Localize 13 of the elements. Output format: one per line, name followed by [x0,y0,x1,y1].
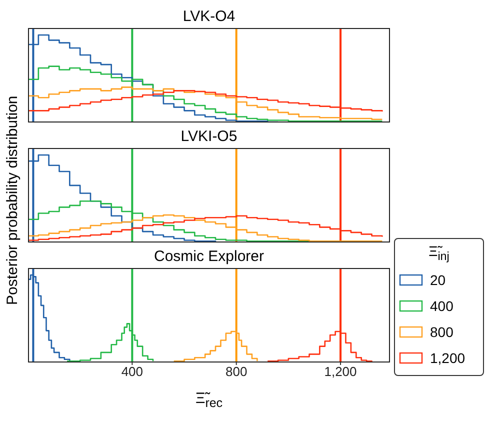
y-axis-title: Posterior probability distribution [4,94,21,307]
legend-title: Ξ̃$_{inj}$ [428,243,450,263]
x-tick-label: 1,200 [324,364,357,380]
legend-label: 400 [430,298,454,314]
legend-label: 1,200 [430,350,466,366]
x-tick-label: 800 [225,364,248,380]
chart-title: LVKI-O5 [180,127,238,147]
x-tick-label: 400 [121,364,144,380]
legend-label: 800 [430,324,454,340]
chart-title: LVK-O4 [182,7,236,27]
x-axis-title: Ξ̃$_{rec}$ [194,390,224,410]
legend-label: 20 [430,272,446,288]
chart-title: Cosmic Explorer [152,247,266,267]
